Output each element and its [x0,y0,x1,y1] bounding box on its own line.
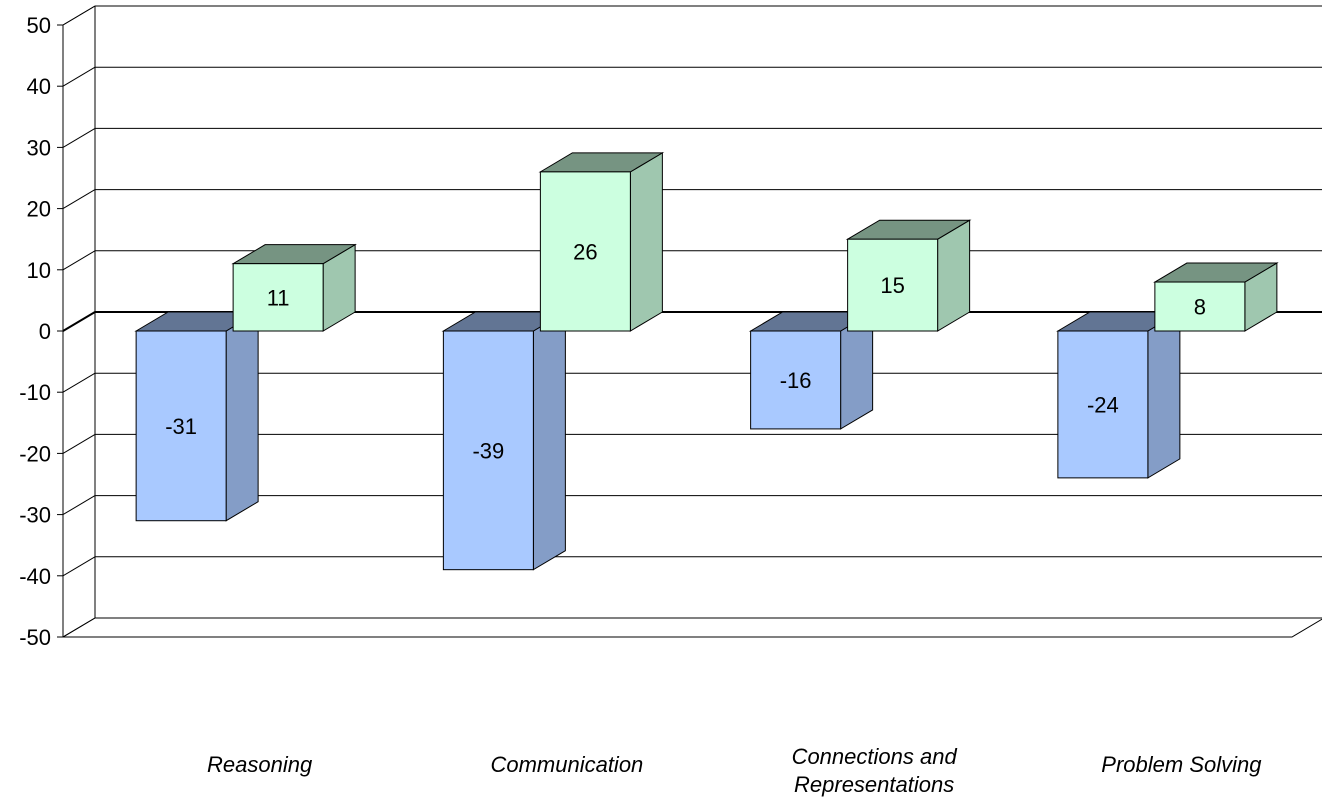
side-gridline [62,556,96,577]
side-gridline [62,250,96,271]
bar-front [135,330,227,522]
y-tick-label: 0 [39,319,51,344]
y-axis-ticks: 50 40 30 20 10 0 -10 -20 -30 -40 -50 [19,13,63,650]
y-tick-label: -10 [19,380,51,405]
side-gridline [62,5,96,26]
category-label: Connections and Representations [792,744,958,797]
bar-side [1147,311,1181,479]
side-gridline [62,495,96,516]
bar-front [1057,330,1149,479]
x-axis-categories: Reasoning Communication Connections and Rep… [207,744,1262,797]
y-tick-label: 30 [27,135,51,160]
category-label: Communication [490,752,643,777]
y-tick-label: 50 [27,13,51,38]
bar-front [750,330,842,430]
y-tick-label: -20 [19,441,51,466]
bar: 11 [231,243,357,332]
category-label: Problem Solving [1101,752,1262,777]
y-tick-label: -40 [19,564,51,589]
side-gridline [62,311,96,332]
bar: 15 [845,219,972,332]
bar-front [1154,281,1246,332]
category-label: Reasoning [207,752,313,777]
side-gridline [62,189,96,210]
y-tick-label: -30 [19,503,51,528]
y-tick-label: 40 [27,74,51,99]
bar-front [442,330,534,571]
data-label: 26 [573,239,597,264]
data-label: -16 [780,368,812,393]
y-tick-label: 20 [27,197,51,222]
side-gridline [62,66,96,87]
data-label: -31 [165,414,197,439]
side-gridline [62,127,96,148]
side-gridline [62,617,96,638]
y-tick-label: -50 [19,625,51,650]
side-gridline [62,433,96,454]
bar-front [847,238,939,332]
bar: -31 [134,311,260,522]
data-label: -24 [1087,392,1119,417]
bar-side [629,152,663,332]
data-label: 15 [880,273,904,298]
bar: 8 [1153,262,1279,332]
data-label: -39 [472,438,504,463]
bar-front [539,171,631,332]
data-label: 8 [1194,295,1206,320]
floor [61,617,1322,638]
bar: 26 [538,152,665,332]
bar: -39 [441,311,568,571]
bar-side [225,311,259,522]
side-gridline [62,372,96,393]
bar: -16 [748,311,875,430]
y-tick-label: 10 [27,258,51,283]
bar: -24 [1056,311,1182,479]
bar-side [532,311,566,571]
bars: -31 11 -39 26 -16 15 -24 8 [134,152,1279,571]
data-label: 11 [267,285,290,310]
bar-front [232,263,324,332]
